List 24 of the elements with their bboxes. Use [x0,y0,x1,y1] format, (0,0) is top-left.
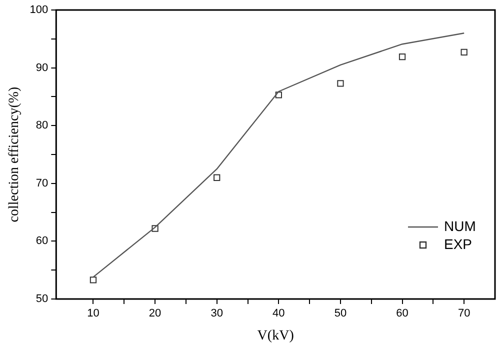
x-tick-label: 70 [458,308,470,320]
x-tick-label: 20 [148,308,162,320]
y-tick-label: 70 [36,177,48,190]
point [152,225,158,232]
y-tick-label: 100 [30,4,48,16]
point [460,48,468,56]
y-tick-label: 90 [36,62,48,74]
x-tick-label: 30 [210,308,223,320]
y-tick-label: 80 [36,120,48,132]
y-tick-label: 50 [36,293,48,306]
point [90,276,97,284]
legend-label: NUM [444,218,476,234]
x-tick-label: 60 [396,308,408,320]
legend-label: EXP [444,236,472,252]
point [398,53,406,60]
x-tick-label: 10 [87,308,100,320]
point [214,174,220,181]
x-tick-label: 40 [272,308,285,320]
x-tick-label: 50 [334,308,347,320]
point [275,92,282,98]
y-tick-label: 60 [36,235,48,248]
x-axis-title: V(kV) [257,328,294,344]
y-axis-title: collection efficiency(%) [7,86,22,222]
point [337,80,344,87]
